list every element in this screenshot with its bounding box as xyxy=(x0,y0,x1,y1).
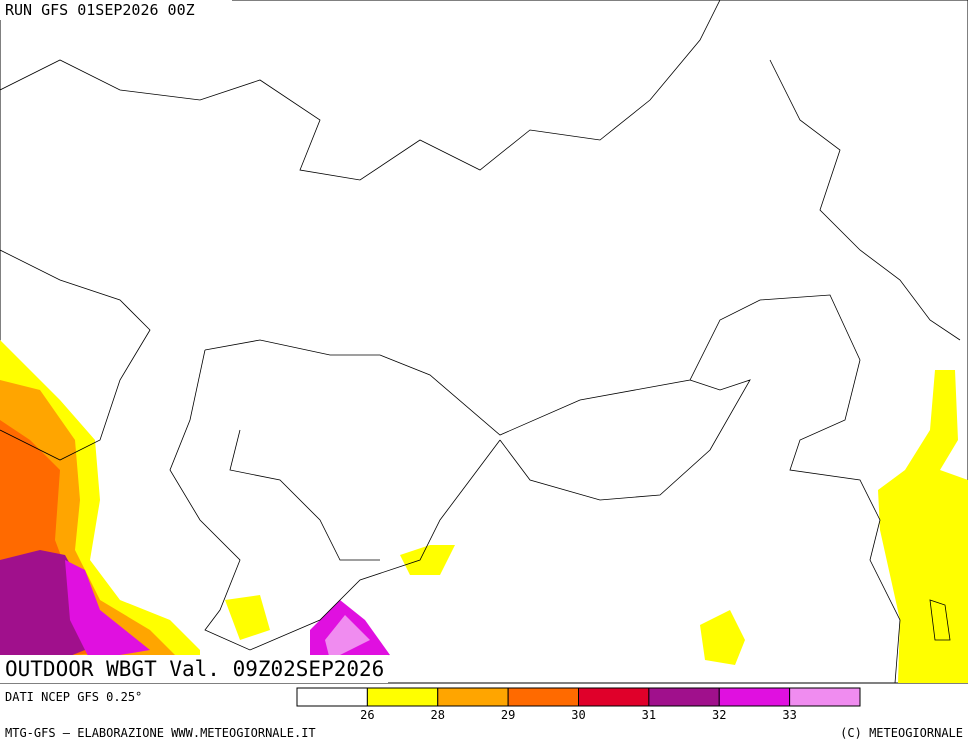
heat-field xyxy=(65,560,150,660)
colorbar: 26 28 29 30 31 32 33 xyxy=(296,687,861,722)
border xyxy=(204,294,901,684)
legend-swatch xyxy=(789,687,861,707)
heat-field xyxy=(225,595,270,640)
heat-field xyxy=(878,370,968,683)
coastline xyxy=(0,0,721,181)
heat-field xyxy=(400,545,455,575)
border xyxy=(499,379,751,501)
legend-label: 33 xyxy=(782,708,796,722)
legend-label: 32 xyxy=(712,708,726,722)
border xyxy=(0,249,151,461)
run-label: RUN GFS 01SEP2026 00Z xyxy=(5,1,195,19)
legend-label: 29 xyxy=(501,708,515,722)
coastline xyxy=(769,59,961,341)
credit-left: MTG-GFS — ELABORAZIONE WWW.METEOGIORNALE… xyxy=(5,726,316,740)
map: OUTDOOR WBGT Val. 09Z02SEP2026 RUN GFS 0… xyxy=(0,0,968,684)
legend-swatch xyxy=(648,687,720,707)
map-title: OUTDOOR WBGT Val. 09Z02SEP2026 xyxy=(5,657,384,681)
legend-swatch xyxy=(718,687,791,707)
legend-swatch xyxy=(437,687,509,707)
credit-right: (C) METEOGIORNALE xyxy=(840,726,963,740)
map-frame xyxy=(0,0,968,684)
legend-swatch xyxy=(366,687,439,707)
legend-swatch xyxy=(296,687,368,707)
island xyxy=(929,599,951,641)
legend-label: 26 xyxy=(360,708,374,722)
run-box xyxy=(0,0,232,20)
legend-label: 30 xyxy=(571,708,585,722)
border xyxy=(229,429,380,561)
legend-label: 28 xyxy=(431,708,445,722)
heat-field xyxy=(700,610,745,665)
legend-swatch xyxy=(578,687,650,707)
legend-swatch xyxy=(507,687,579,707)
legend-label: 31 xyxy=(642,708,656,722)
source-label: DATI NCEP GFS 0.25° xyxy=(5,690,142,704)
border xyxy=(169,349,501,651)
title-box xyxy=(0,655,388,683)
heat-field xyxy=(325,615,370,660)
